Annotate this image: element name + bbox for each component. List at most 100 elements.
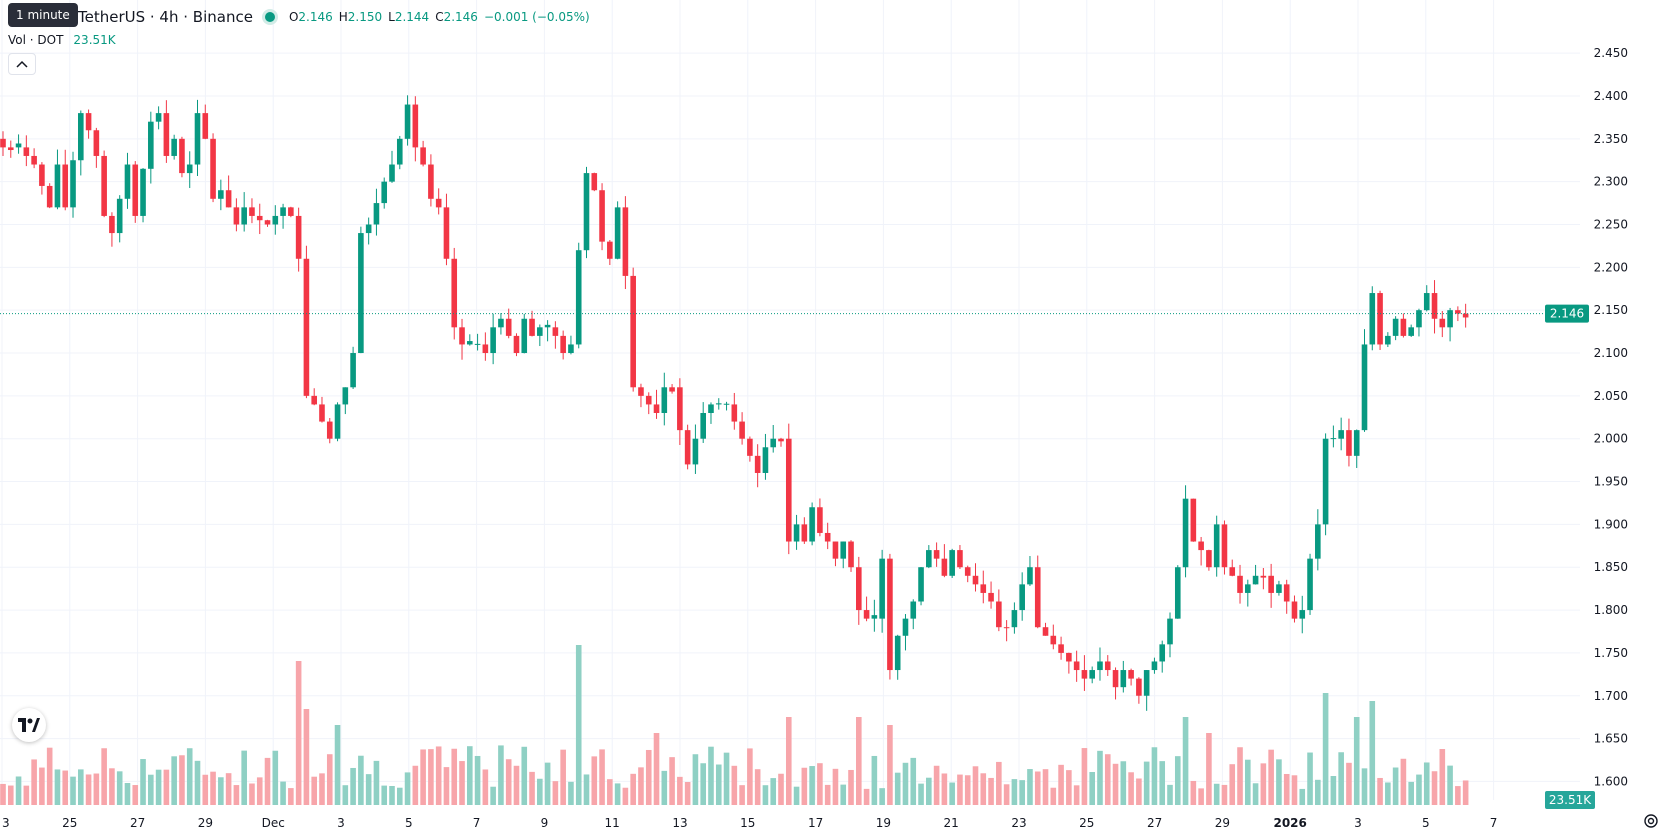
volume-bar <box>186 748 193 805</box>
tradingview-logo-icon[interactable] <box>12 708 46 742</box>
volume-bar <box>638 767 644 805</box>
volume-bar <box>435 746 442 805</box>
x-tick-label: 19 <box>876 816 891 830</box>
volume-bar <box>109 768 115 805</box>
candle-body <box>630 275 636 388</box>
volume-bar <box>1229 764 1236 805</box>
candle-body <box>101 155 107 216</box>
volume-bar <box>295 661 302 805</box>
candle-body <box>373 203 380 225</box>
candle-body <box>420 147 426 165</box>
volume-bar <box>1050 787 1057 805</box>
candle-body <box>887 558 893 671</box>
volume-bar <box>171 756 177 805</box>
volume-bar <box>288 788 294 805</box>
collapse-legend-button[interactable] <box>8 53 36 75</box>
volume-bar <box>396 787 403 805</box>
candle-body <box>661 387 668 413</box>
candle-body <box>988 592 994 602</box>
candle-body <box>467 341 473 345</box>
volume-bar <box>31 759 37 805</box>
candle-body <box>684 430 691 465</box>
candle-body <box>490 327 496 354</box>
candle-body <box>23 147 30 156</box>
volume-bar <box>210 771 216 805</box>
chart-settings-button[interactable] <box>1640 810 1662 832</box>
candle-body <box>210 138 216 199</box>
candle-body <box>521 318 528 354</box>
candle-body <box>537 327 543 336</box>
candle-body <box>256 215 263 221</box>
y-tick-label: 2.400 <box>1594 89 1628 103</box>
candle-body <box>241 207 247 225</box>
volume-bar <box>1120 761 1127 805</box>
candle-body <box>933 550 940 559</box>
volume-bar <box>700 763 706 805</box>
candle-body <box>280 207 286 216</box>
candle-body <box>295 215 302 259</box>
candle-body <box>583 173 590 251</box>
candle-body <box>1330 438 1337 440</box>
volume-bar <box>568 781 574 805</box>
candle-body <box>148 121 154 169</box>
candle-body <box>1408 327 1414 336</box>
candle-body <box>552 327 559 336</box>
candle-body <box>93 130 100 156</box>
candle-body <box>677 387 683 431</box>
candle-body <box>1377 293 1383 345</box>
x-tick-label: 25 <box>1079 816 1094 830</box>
candle-body <box>39 164 45 186</box>
candle-body <box>964 567 971 576</box>
volume-bar <box>1439 749 1446 805</box>
volume-bar <box>505 759 512 805</box>
candle-body <box>186 164 193 174</box>
volume-bar <box>1346 762 1352 805</box>
volume-bar <box>1315 779 1321 805</box>
candle-body <box>1011 610 1018 628</box>
volume-bar <box>840 784 847 805</box>
volume-bar <box>529 771 535 805</box>
volume-bars <box>0 645 1469 805</box>
x-tick-label: 3 <box>337 816 345 830</box>
candle-body <box>459 327 465 345</box>
volume-bar <box>39 767 45 805</box>
candle-body <box>1182 498 1189 568</box>
volume-bar <box>793 786 800 805</box>
candle-body <box>116 198 123 234</box>
candle-body <box>949 550 955 576</box>
candle-body <box>155 113 162 122</box>
candle-body <box>801 524 808 542</box>
volume-bar <box>1034 771 1041 805</box>
market-status-icon[interactable] <box>264 12 275 22</box>
volume-bar <box>249 783 255 805</box>
symbol-title[interactable]: TetherUS · 4h · Binance <box>78 8 253 26</box>
candle-body <box>358 233 364 354</box>
volume-title[interactable]: Vol · DOT <box>8 33 64 47</box>
candle-body <box>1245 584 1251 593</box>
volume-bar <box>879 788 885 805</box>
candle-body <box>70 160 76 208</box>
volume-bar <box>1291 775 1298 805</box>
candle-body <box>334 404 341 439</box>
volume-bar <box>155 769 162 805</box>
volume-bar <box>856 717 862 805</box>
volume-bar <box>630 773 636 805</box>
volume-bar <box>1245 759 1251 805</box>
candle-body <box>793 524 800 542</box>
volume-bar <box>1089 772 1095 805</box>
candle-body <box>124 164 131 199</box>
volume-bar <box>669 757 675 805</box>
candle-body <box>739 421 745 439</box>
volume-bar <box>575 645 582 805</box>
candle-body <box>1143 670 1150 696</box>
volume-bar <box>1019 780 1025 805</box>
volume-bar <box>350 767 356 805</box>
candle-body <box>1112 670 1119 688</box>
candle-body <box>225 190 232 208</box>
candle-body <box>31 155 37 165</box>
volume-bar <box>544 762 551 805</box>
volume-bar <box>513 765 520 805</box>
y-tick-label: 1.900 <box>1594 517 1628 531</box>
